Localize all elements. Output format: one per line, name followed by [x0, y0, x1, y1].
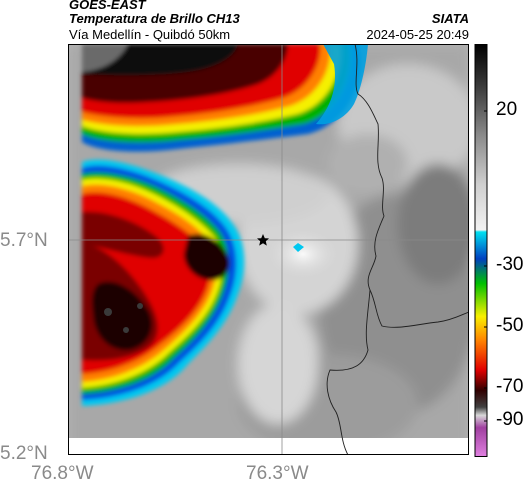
admin-border-south	[326, 289, 371, 455]
admin-border	[354, 44, 469, 328]
colorbar	[474, 44, 488, 457]
satellite-map	[68, 44, 469, 455]
x-tick-label-2: 76.3°W	[246, 463, 309, 484]
satellite-title: GOES-EAST	[69, 0, 146, 12]
north-convective-cloud	[82, 44, 361, 152]
colorbar-label-minus70: -70	[496, 376, 524, 397]
y-tick-label-1: 5.7°N	[0, 230, 48, 251]
colorbar-ticks	[484, 110, 487, 422]
colorbar-label-minus30: -30	[496, 254, 524, 275]
route-subtitle: Vía Medellín - Quibdó 50km	[69, 27, 231, 42]
star-icon	[257, 234, 269, 246]
datetime-label: 2024-05-25 20:49	[366, 27, 469, 42]
southwest-convective-cell	[82, 159, 245, 406]
small-cold-pixel	[293, 243, 304, 252]
colorbar-label-minus50: -50	[496, 315, 524, 336]
colorbar-label-minus90: -90	[496, 409, 524, 430]
colorbar-label-20: 20	[496, 99, 518, 120]
product-title: Temperatura de Brillo CH13	[69, 11, 240, 26]
north-cloud-edge	[316, 44, 368, 125]
y-tick-label-2: 5.2°N	[0, 443, 48, 464]
cold-core-speckles	[104, 303, 143, 333]
x-tick-label-1: 76.8°W	[31, 463, 94, 484]
map-bottom-strip	[68, 438, 469, 455]
agency-label: SIATA	[431, 11, 469, 26]
map-frame	[68, 44, 469, 455]
